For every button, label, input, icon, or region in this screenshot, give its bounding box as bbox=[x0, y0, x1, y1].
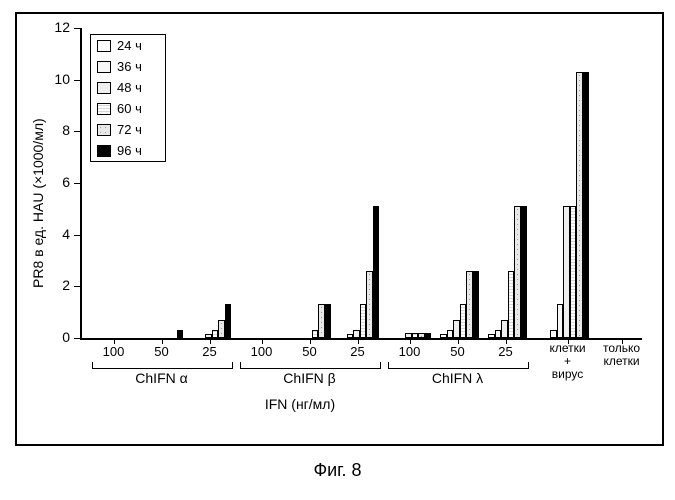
figure-caption: Фиг. 8 bbox=[0, 460, 675, 481]
legend-label: 96 ч bbox=[117, 143, 142, 158]
legend-item: 36 ч bbox=[91, 56, 165, 77]
bar bbox=[583, 72, 590, 338]
bar bbox=[177, 330, 184, 338]
y-axis-label: PR8 в ед. HAU (×1000/мл) bbox=[30, 58, 46, 288]
bar bbox=[425, 333, 432, 338]
x-group-label: ChIFN α bbox=[92, 370, 231, 386]
legend-item: 72 ч bbox=[91, 119, 165, 140]
legend-swatch bbox=[97, 103, 111, 115]
x-axis-label: IFN (нг/мл) bbox=[80, 396, 520, 412]
bar bbox=[521, 206, 528, 338]
y-tick-label: 12 bbox=[40, 19, 70, 35]
bar bbox=[473, 271, 480, 338]
y-tick bbox=[74, 131, 80, 132]
x-category-label: 25 bbox=[180, 344, 240, 359]
y-tick bbox=[74, 28, 80, 29]
legend-swatch bbox=[97, 82, 111, 94]
x-category-label: клетки + вирус bbox=[538, 342, 598, 381]
legend-swatch bbox=[97, 145, 111, 157]
x-group-bracket bbox=[92, 362, 233, 369]
legend-swatch bbox=[97, 61, 111, 73]
legend-label: 60 ч bbox=[117, 101, 142, 116]
legend-swatch bbox=[97, 40, 111, 52]
y-tick bbox=[74, 338, 80, 339]
y-tick-label: 0 bbox=[40, 329, 70, 345]
x-category-label: 25 bbox=[476, 344, 536, 359]
y-tick bbox=[74, 235, 80, 236]
legend-item: 24 ч bbox=[91, 35, 165, 56]
legend-item: 48 ч bbox=[91, 77, 165, 98]
legend-item: 60 ч bbox=[91, 98, 165, 119]
x-category-label: только клетки bbox=[592, 342, 652, 368]
y-tick bbox=[74, 80, 80, 81]
y-tick bbox=[74, 286, 80, 287]
x-group-label: ChIFN β bbox=[240, 370, 379, 386]
bar bbox=[225, 304, 232, 338]
legend-label: 48 ч bbox=[117, 80, 142, 95]
x-category-label: 25 bbox=[328, 344, 388, 359]
legend: 24 ч 36 ч 48 ч 60 ч 72 ч 96 ч bbox=[90, 34, 166, 162]
x-group-label: ChIFN λ bbox=[388, 370, 527, 386]
x-group-bracket bbox=[240, 362, 381, 369]
bar bbox=[373, 206, 380, 338]
legend-label: 72 ч bbox=[117, 122, 142, 137]
legend-label: 36 ч bbox=[117, 59, 142, 74]
legend-swatch bbox=[97, 124, 111, 136]
legend-label: 24 ч bbox=[117, 38, 142, 53]
bar bbox=[325, 304, 332, 338]
y-tick bbox=[74, 183, 80, 184]
legend-item: 96 ч bbox=[91, 140, 165, 161]
x-group-bracket bbox=[388, 362, 529, 369]
